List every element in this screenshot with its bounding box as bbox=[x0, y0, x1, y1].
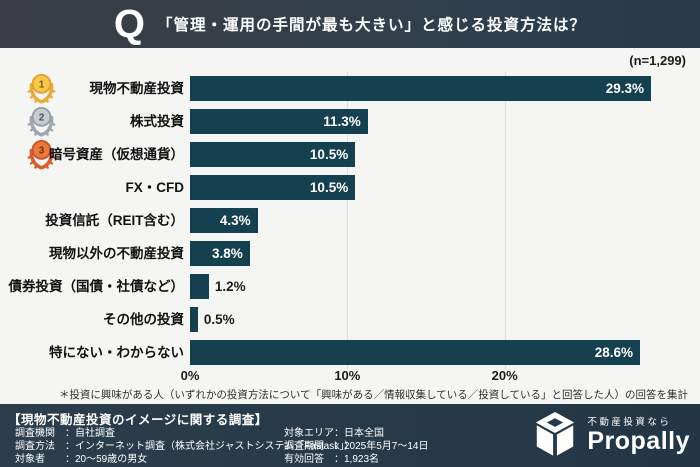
bar-track: 10.5% bbox=[190, 142, 662, 167]
gridline bbox=[347, 72, 349, 369]
bar bbox=[190, 241, 250, 266]
header-bar: Q 「管理・運用の手間が最も大きい」と感じる投資方法は？ bbox=[0, 0, 700, 48]
bar bbox=[190, 208, 258, 233]
svg-text:1: 1 bbox=[39, 80, 45, 91]
value-label: 4.3% bbox=[219, 213, 251, 228]
bar-track: 3.8% bbox=[190, 241, 662, 266]
category-label: 現物以外の不動産投資 bbox=[49, 246, 184, 261]
category-label: その他の投資 bbox=[103, 312, 184, 327]
footnote: ＊投資に興味がある人（いずれかの投資方法について「興味がある／情報収集している／… bbox=[58, 389, 688, 401]
bar bbox=[190, 109, 368, 134]
chart-row: 2 株式投資 11.3% bbox=[0, 105, 700, 138]
bar-track: 4.3% bbox=[190, 208, 662, 233]
bar-track: 11.3% bbox=[190, 109, 662, 134]
survey-meta-right: 対象エリア：日本全国 調査期間 ：2025年5月7～14日 有効回答 ：1,92… bbox=[284, 428, 429, 466]
question-q-icon: Q bbox=[113, 2, 146, 46]
x-axis-tick: 0% bbox=[180, 368, 200, 383]
survey-meta-line: 有効回答 ：1,923名 bbox=[284, 453, 380, 465]
chart-row: 投資信託（REIT含む） 4.3% bbox=[0, 204, 700, 237]
value-label: 0.5% bbox=[203, 312, 235, 327]
bar bbox=[190, 274, 209, 299]
bar-track: 0.5% bbox=[190, 307, 662, 332]
survey-title: 【現物不動産投資のイメージに関する調査】 bbox=[8, 413, 268, 427]
category-label: FX・CFD bbox=[125, 180, 185, 195]
page-title: 「管理・運用の手間が最も大きい」と感じる投資方法は？ bbox=[157, 17, 587, 34]
chart-row: FX・CFD 10.5% bbox=[0, 171, 700, 204]
category-label: 特にない・わからない bbox=[49, 345, 184, 360]
chart-row: 特にない・わからない 28.6% bbox=[0, 336, 700, 369]
value-label: 1.2% bbox=[214, 279, 246, 294]
chart-row: 3 暗号資産（仮想通貨） 10.5% bbox=[0, 138, 700, 171]
silver-medal-icon: 2 bbox=[26, 106, 57, 137]
category-label: 投資信託（REIT含む） bbox=[45, 213, 184, 228]
bronze-medal-icon: 3 bbox=[26, 139, 57, 170]
logo-text: 不動産投資なら Propally bbox=[587, 414, 690, 455]
category-label: 現物不動産投資 bbox=[89, 81, 185, 96]
bar-track: 29.3% bbox=[190, 76, 662, 101]
value-label: 29.3% bbox=[605, 81, 644, 96]
survey-meta-left: 調査機関 ：自社調査 調査方法 ：インターネット調査（株式会社ジャストシステム「… bbox=[15, 428, 354, 466]
value-label: 10.5% bbox=[309, 147, 349, 162]
gridline bbox=[504, 72, 506, 369]
box-icon bbox=[536, 411, 575, 456]
chart-row: その他の投資 0.5% bbox=[0, 303, 700, 336]
x-axis-tick: 10% bbox=[334, 368, 361, 383]
bar bbox=[190, 175, 356, 200]
svg-text:3: 3 bbox=[39, 146, 45, 157]
gold-medal-icon: 1 bbox=[26, 73, 57, 104]
category-label: 暗号資産（仮想通貨） bbox=[49, 147, 184, 162]
bar-track: 28.6% bbox=[190, 340, 662, 365]
chart-row: 1 現物不動産投資 29.3% bbox=[0, 72, 700, 105]
value-label: 3.8% bbox=[212, 246, 243, 261]
value-label: 11.3% bbox=[323, 114, 361, 129]
bar bbox=[190, 307, 198, 332]
survey-meta-line: 調査機関 ：自社調査 bbox=[15, 428, 115, 439]
bar-track: 10.5% bbox=[190, 175, 662, 200]
value-label: 10.5% bbox=[309, 180, 349, 195]
propally-logo: 不動産投資なら Propally bbox=[532, 409, 690, 459]
chart-row: 債券投資（国債・社債など） 1.2% bbox=[0, 270, 700, 303]
bar bbox=[190, 142, 356, 167]
survey-meta-line: 対象エリア：日本全国 bbox=[284, 428, 384, 439]
bar-track: 1.2% bbox=[190, 274, 662, 299]
footer-bar: 【現物不動産投資のイメージに関する調査】 調査機関 ：自社調査 調査方法 ：イン… bbox=[0, 404, 700, 467]
logo-brand: Propally bbox=[587, 426, 690, 455]
logo-tagline: 不動産投資なら bbox=[587, 416, 672, 428]
survey-meta-line: 調査期間 ：2025年5月7～14日 bbox=[284, 440, 429, 452]
bar bbox=[190, 76, 651, 101]
value-label: 28.6% bbox=[594, 345, 633, 360]
category-label: 株式投資 bbox=[130, 114, 184, 129]
x-axis: 0% 10% 20% bbox=[0, 368, 700, 386]
survey-meta-line: 対象者 ：20～59歳の男女 bbox=[15, 453, 148, 465]
svg-text:2: 2 bbox=[39, 113, 45, 124]
category-label: 債券投資（国債・社債など） bbox=[8, 279, 185, 294]
bar bbox=[190, 340, 640, 365]
x-axis-tick: 20% bbox=[491, 368, 518, 383]
sample-size-label: (n=1,299) bbox=[629, 53, 686, 68]
survey-meta-line: 調査方法 ：インターネット調査（株式会社ジャストシステム「Fastask」） bbox=[15, 440, 355, 452]
bar-chart: 1 現物不動産投資 29.3% 2 株式投資 11.3% 3 暗号資産（仮想通貨… bbox=[0, 72, 700, 369]
chart-row: 現物以外の不動産投資 3.8% bbox=[0, 237, 700, 270]
